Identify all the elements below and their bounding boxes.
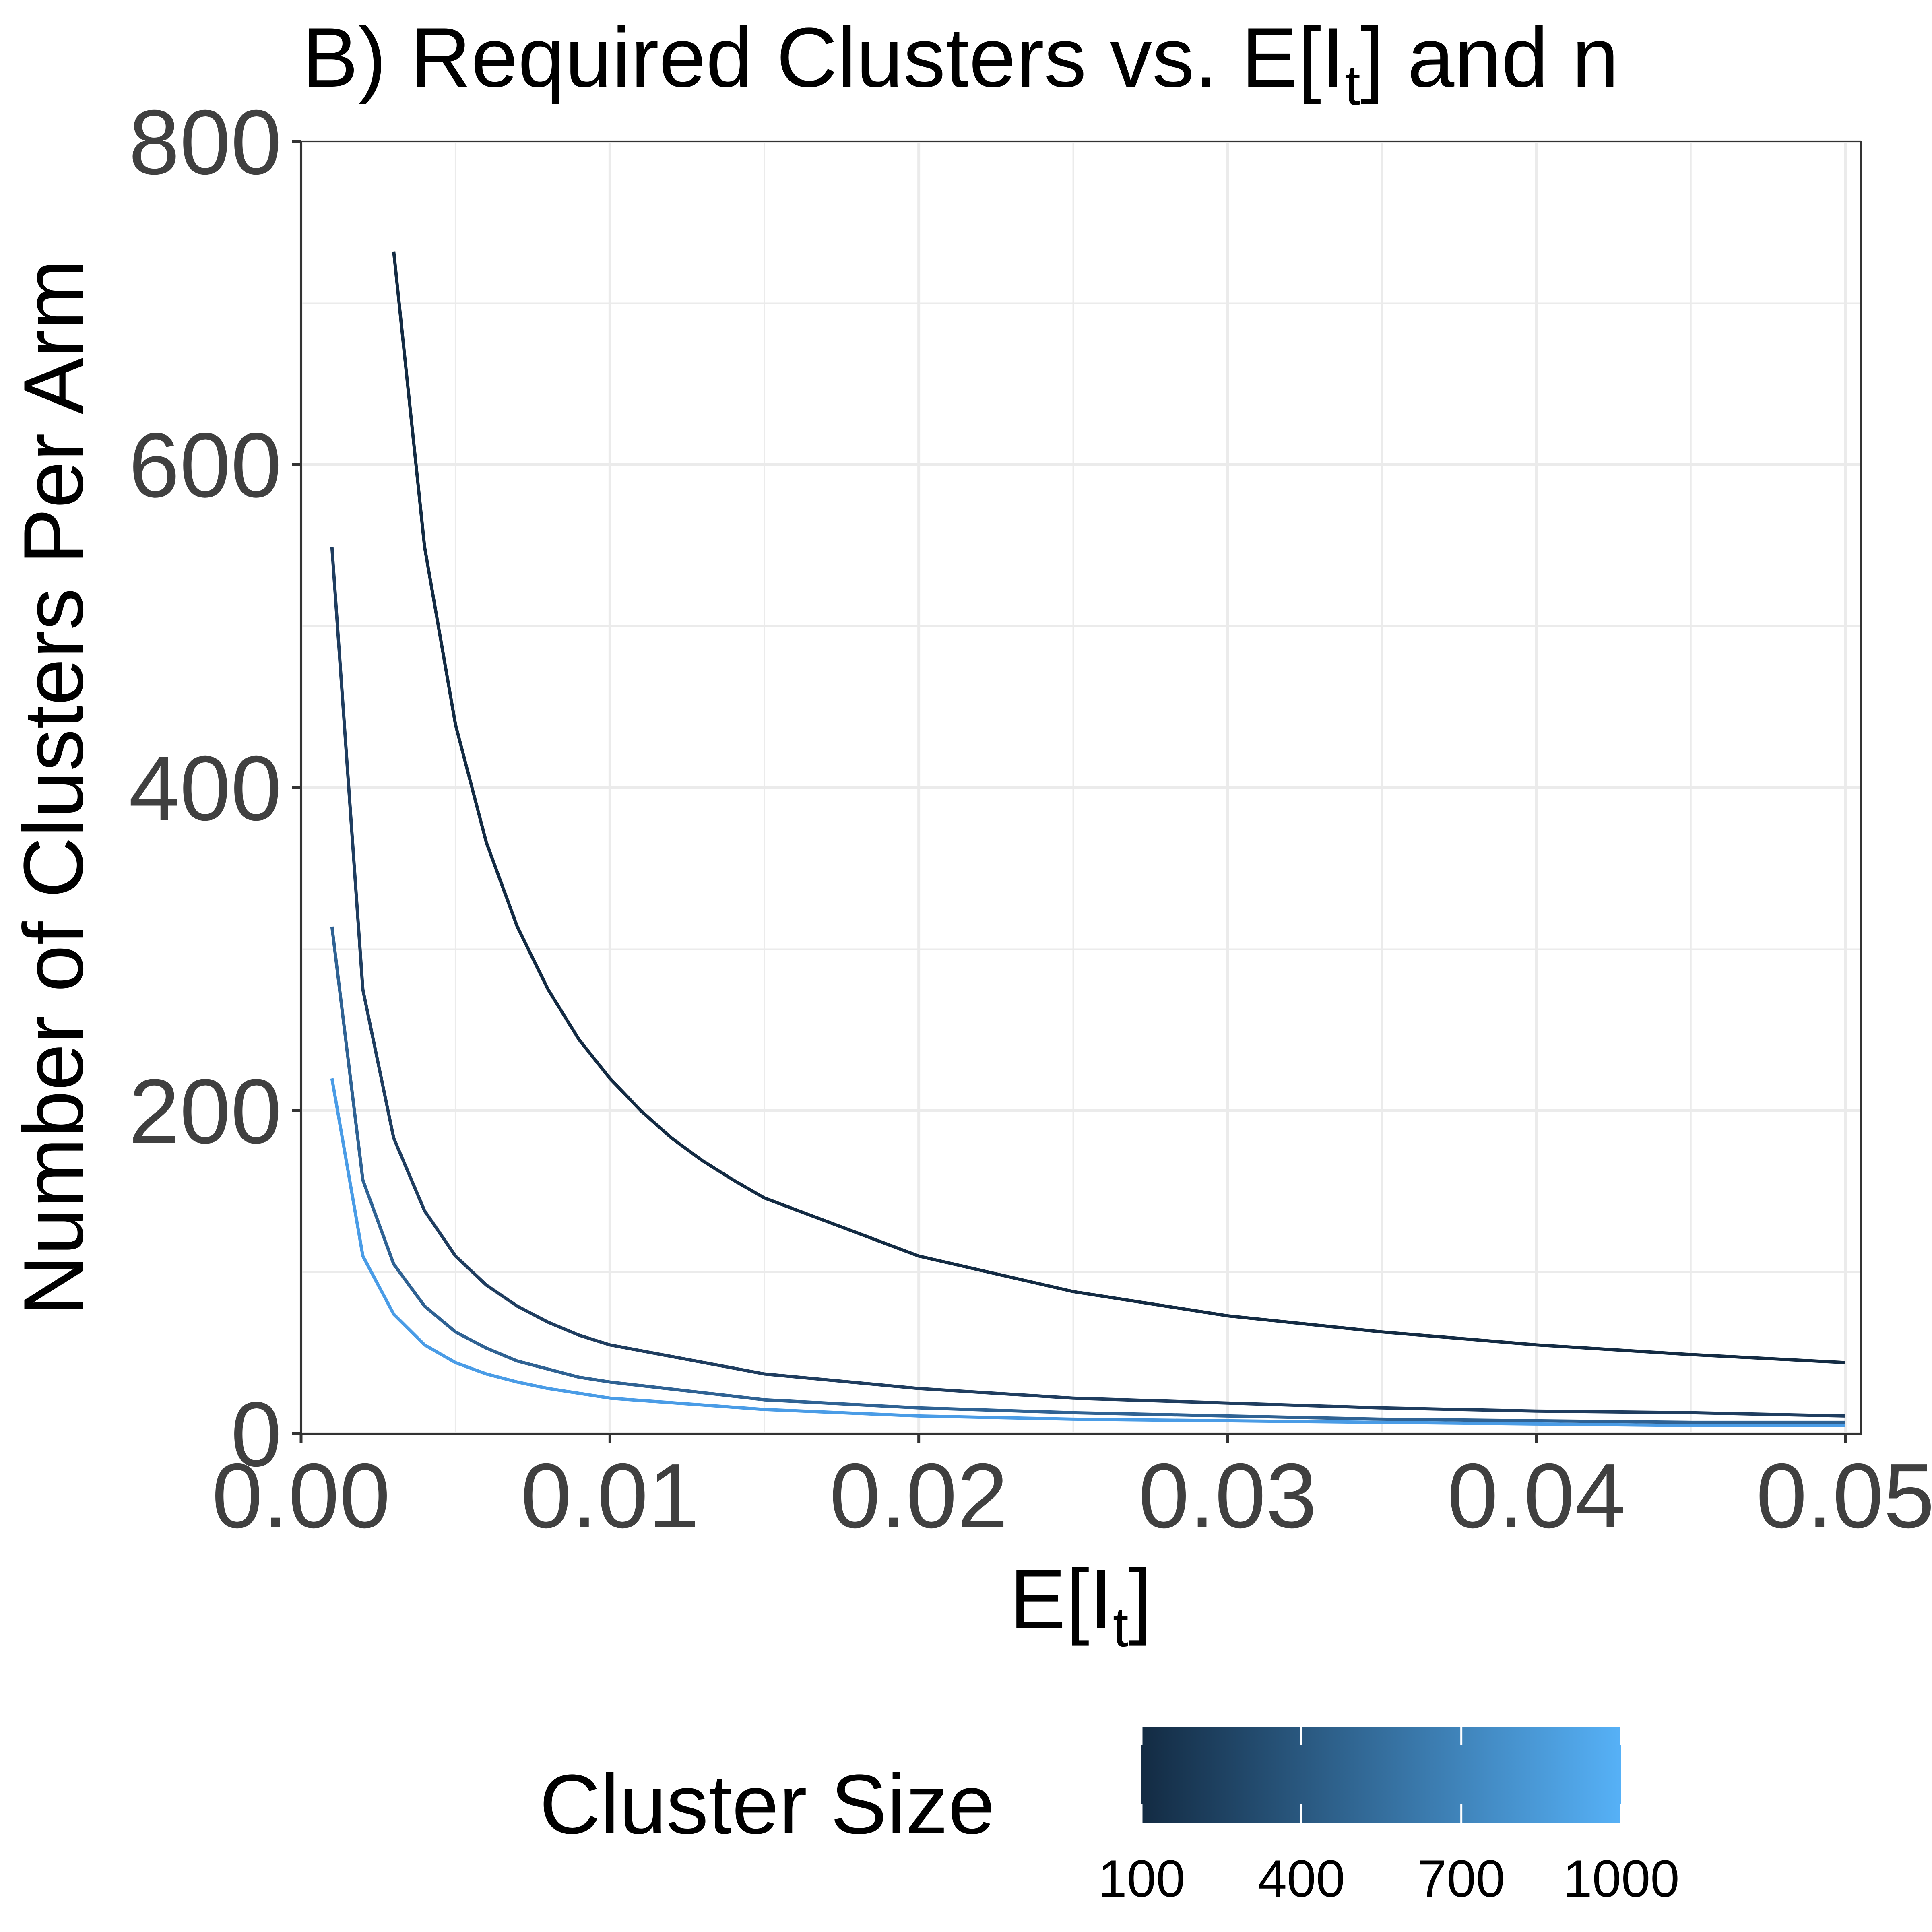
legend-title: Cluster Size [539,1757,995,1852]
y-tick-label: 0 [231,1383,282,1486]
colorbar-tick-label: 100 [1098,1849,1185,1908]
y-tick-label: 400 [129,737,282,840]
colorbar-ticks: 100 400 700 1000 [1098,1727,1680,1908]
colorbar-tick-label: 700 [1418,1849,1505,1908]
x-tick-label: 0.04 [1447,1445,1626,1547]
series-line-n1000 [330,1078,1845,1427]
series-line-n400 [330,547,1845,1418]
x-tick-label: 0.03 [1138,1445,1317,1547]
colorbar [1141,1727,1621,1823]
series-lines [330,251,1845,1427]
x-axis-title: E[It] [1009,1552,1152,1658]
y-tick-label: 600 [129,415,282,517]
colorbar-tick-label: 400 [1258,1849,1345,1908]
x-tick-label: 0.02 [830,1445,1008,1547]
y-axis-title: Number of Clusters Per Arm [6,259,101,1316]
series-line-n100 [392,251,1845,1364]
chart-title: B) Required Clusters vs. E[It] and n [302,10,1619,117]
x-tick-label: 0.00 [212,1445,390,1547]
series-line-n700 [330,926,1845,1424]
y-axis-ticks: 0 200 400 600 800 [129,91,301,1486]
colorbar-tick-label: 1000 [1563,1849,1679,1908]
legend: Cluster Size 100 400 700 1000 [539,1727,1680,1908]
y-tick-label: 200 [129,1061,282,1163]
x-tick-label: 0.05 [1756,1445,1932,1547]
x-tick-label: 0.01 [520,1445,699,1547]
x-axis-ticks: 0.00 0.01 0.02 0.03 0.04 0.05 [212,1434,1932,1547]
y-tick-label: 800 [129,91,282,194]
